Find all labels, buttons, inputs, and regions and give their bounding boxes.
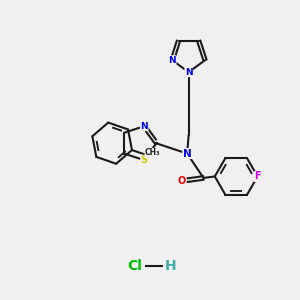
Text: Cl: Cl: [128, 259, 142, 273]
Text: N: N: [185, 68, 193, 76]
Text: F: F: [254, 172, 261, 182]
Text: N: N: [183, 148, 191, 159]
Text: N: N: [168, 56, 176, 65]
Text: S: S: [141, 155, 148, 165]
Text: O: O: [178, 176, 186, 186]
Text: N: N: [140, 122, 148, 131]
Text: CH₃: CH₃: [145, 148, 161, 158]
Text: H: H: [164, 259, 176, 273]
